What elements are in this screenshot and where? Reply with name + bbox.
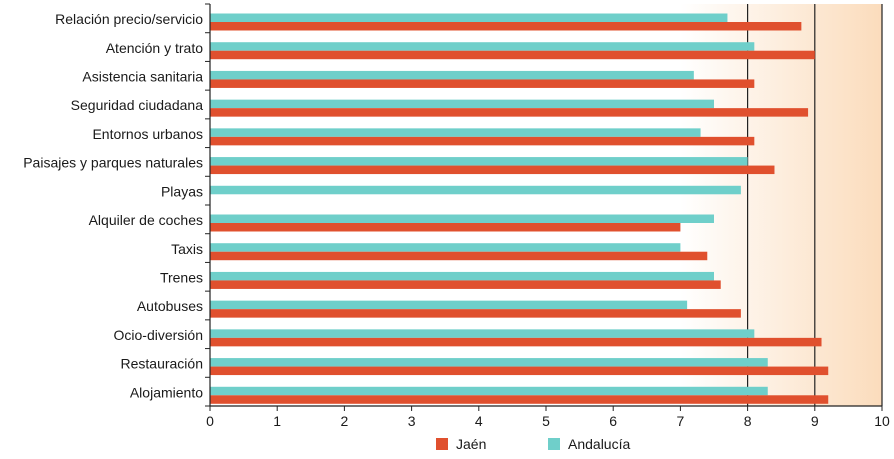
bar-jaen-13 [210,395,829,404]
bar-andalucia-4 [210,128,701,137]
legend-swatch-andalucia [548,438,560,450]
category-label: Restauración [121,356,204,372]
bar-jaen-0 [210,22,802,31]
category-label: Trenes [160,269,203,285]
bar-jaen-3 [210,108,809,117]
bar-jaen-8 [210,251,708,261]
bar-andalucia-3 [210,99,714,109]
x-tick-label: 9 [811,413,819,429]
bar-jaen-5 [210,165,775,175]
bar-andalucia-11 [210,329,755,338]
bar-jaen-9 [210,280,721,289]
bar-jaen-11 [210,337,822,347]
bar-andalucia-10 [210,300,688,310]
x-tick-label: 4 [475,413,483,429]
category-label: Entornos urbanos [92,126,203,142]
bar-andalucia-5 [210,157,748,166]
x-tick-label: 6 [609,413,617,429]
bar-andalucia-1 [210,42,755,51]
category-label: Seguridad ciudadana [71,97,204,113]
bar-jaen-10 [210,309,741,318]
bar-andalucia-2 [210,70,694,80]
x-tick-label: 3 [408,413,416,429]
x-tick-label: 10 [874,413,890,429]
x-tick-label: 8 [744,413,752,429]
x-tick-label: 7 [677,413,685,429]
x-tick-label: 5 [542,413,550,429]
bar-andalucia-8 [210,243,681,252]
x-tick-label: 1 [273,413,281,429]
category-label: Paisajes y parques naturales [23,155,203,171]
category-label: Relación precio/servicio [55,11,203,27]
bar-jaen-12 [210,366,829,376]
bar-andalucia-12 [210,358,768,367]
bar-andalucia-7 [210,214,714,223]
bar-andalucia-0 [210,13,728,22]
x-tick-label: 2 [341,413,349,429]
legend-label: Jaén [456,436,486,452]
category-label: Ocio-diversión [114,327,203,343]
bar-jaen-2 [210,79,755,88]
bar-andalucia-13 [210,386,768,396]
category-label: Autobuses [137,298,203,314]
category-label: Asistencia sanitaria [82,68,203,84]
x-tick-label: 0 [206,413,214,429]
bar-jaen-7 [210,223,681,232]
category-label: Atención y trato [106,40,203,56]
bar-jaen-4 [210,136,755,146]
bar-andalucia-6 [210,185,741,195]
category-label: Alojamiento [130,384,203,400]
category-label: Playas [161,183,203,199]
bar-andalucia-9 [210,271,714,281]
legend-swatch-jaen [436,438,448,450]
legend-label: Andalucía [568,436,630,452]
category-label: Alquiler de coches [89,212,203,228]
category-label: Taxis [171,241,203,257]
bar-jaen-1 [210,50,815,60]
